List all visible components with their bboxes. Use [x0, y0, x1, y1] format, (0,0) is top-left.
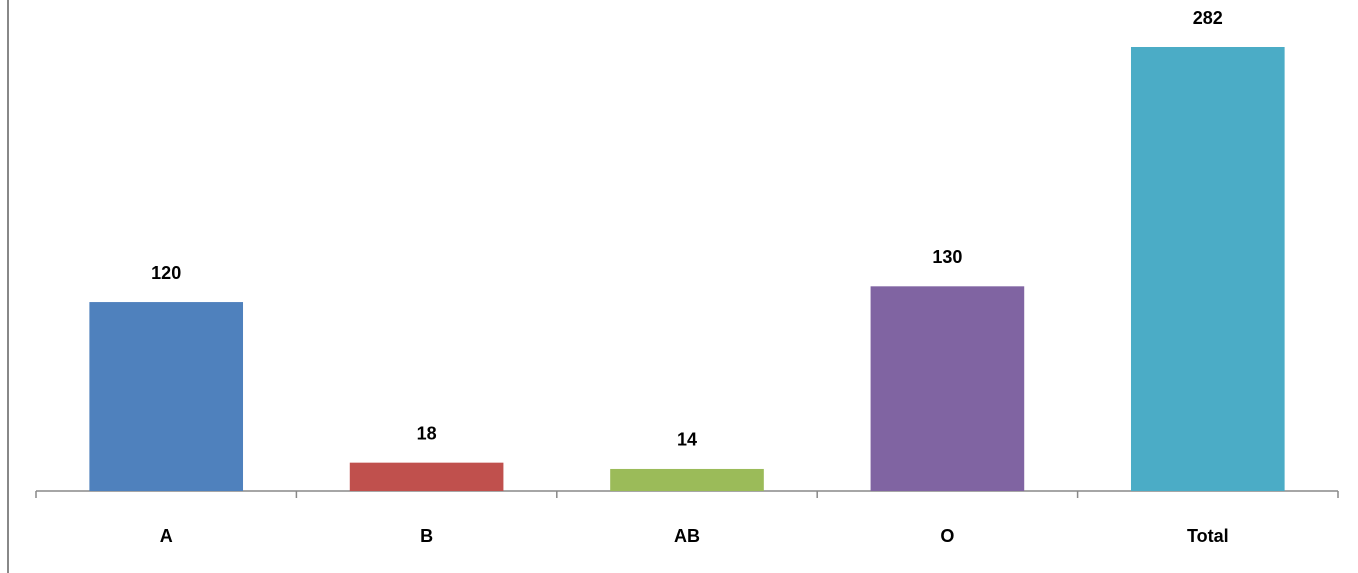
- data-label: 120: [151, 263, 181, 283]
- bar: [870, 286, 1025, 491]
- bar: [89, 302, 244, 491]
- bar: [1130, 47, 1285, 491]
- data-label: 14: [677, 430, 697, 450]
- x-tick-label: O: [940, 526, 954, 546]
- data-label: 282: [1193, 8, 1223, 28]
- bar: [610, 468, 764, 491]
- data-label: 18: [417, 423, 437, 443]
- x-tick-label: A: [160, 526, 173, 546]
- x-tick-label: AB: [674, 526, 700, 546]
- data-label: 130: [932, 247, 962, 267]
- x-tick-label: B: [420, 526, 433, 546]
- x-tick-label: Total: [1187, 526, 1229, 546]
- bar: [349, 462, 504, 491]
